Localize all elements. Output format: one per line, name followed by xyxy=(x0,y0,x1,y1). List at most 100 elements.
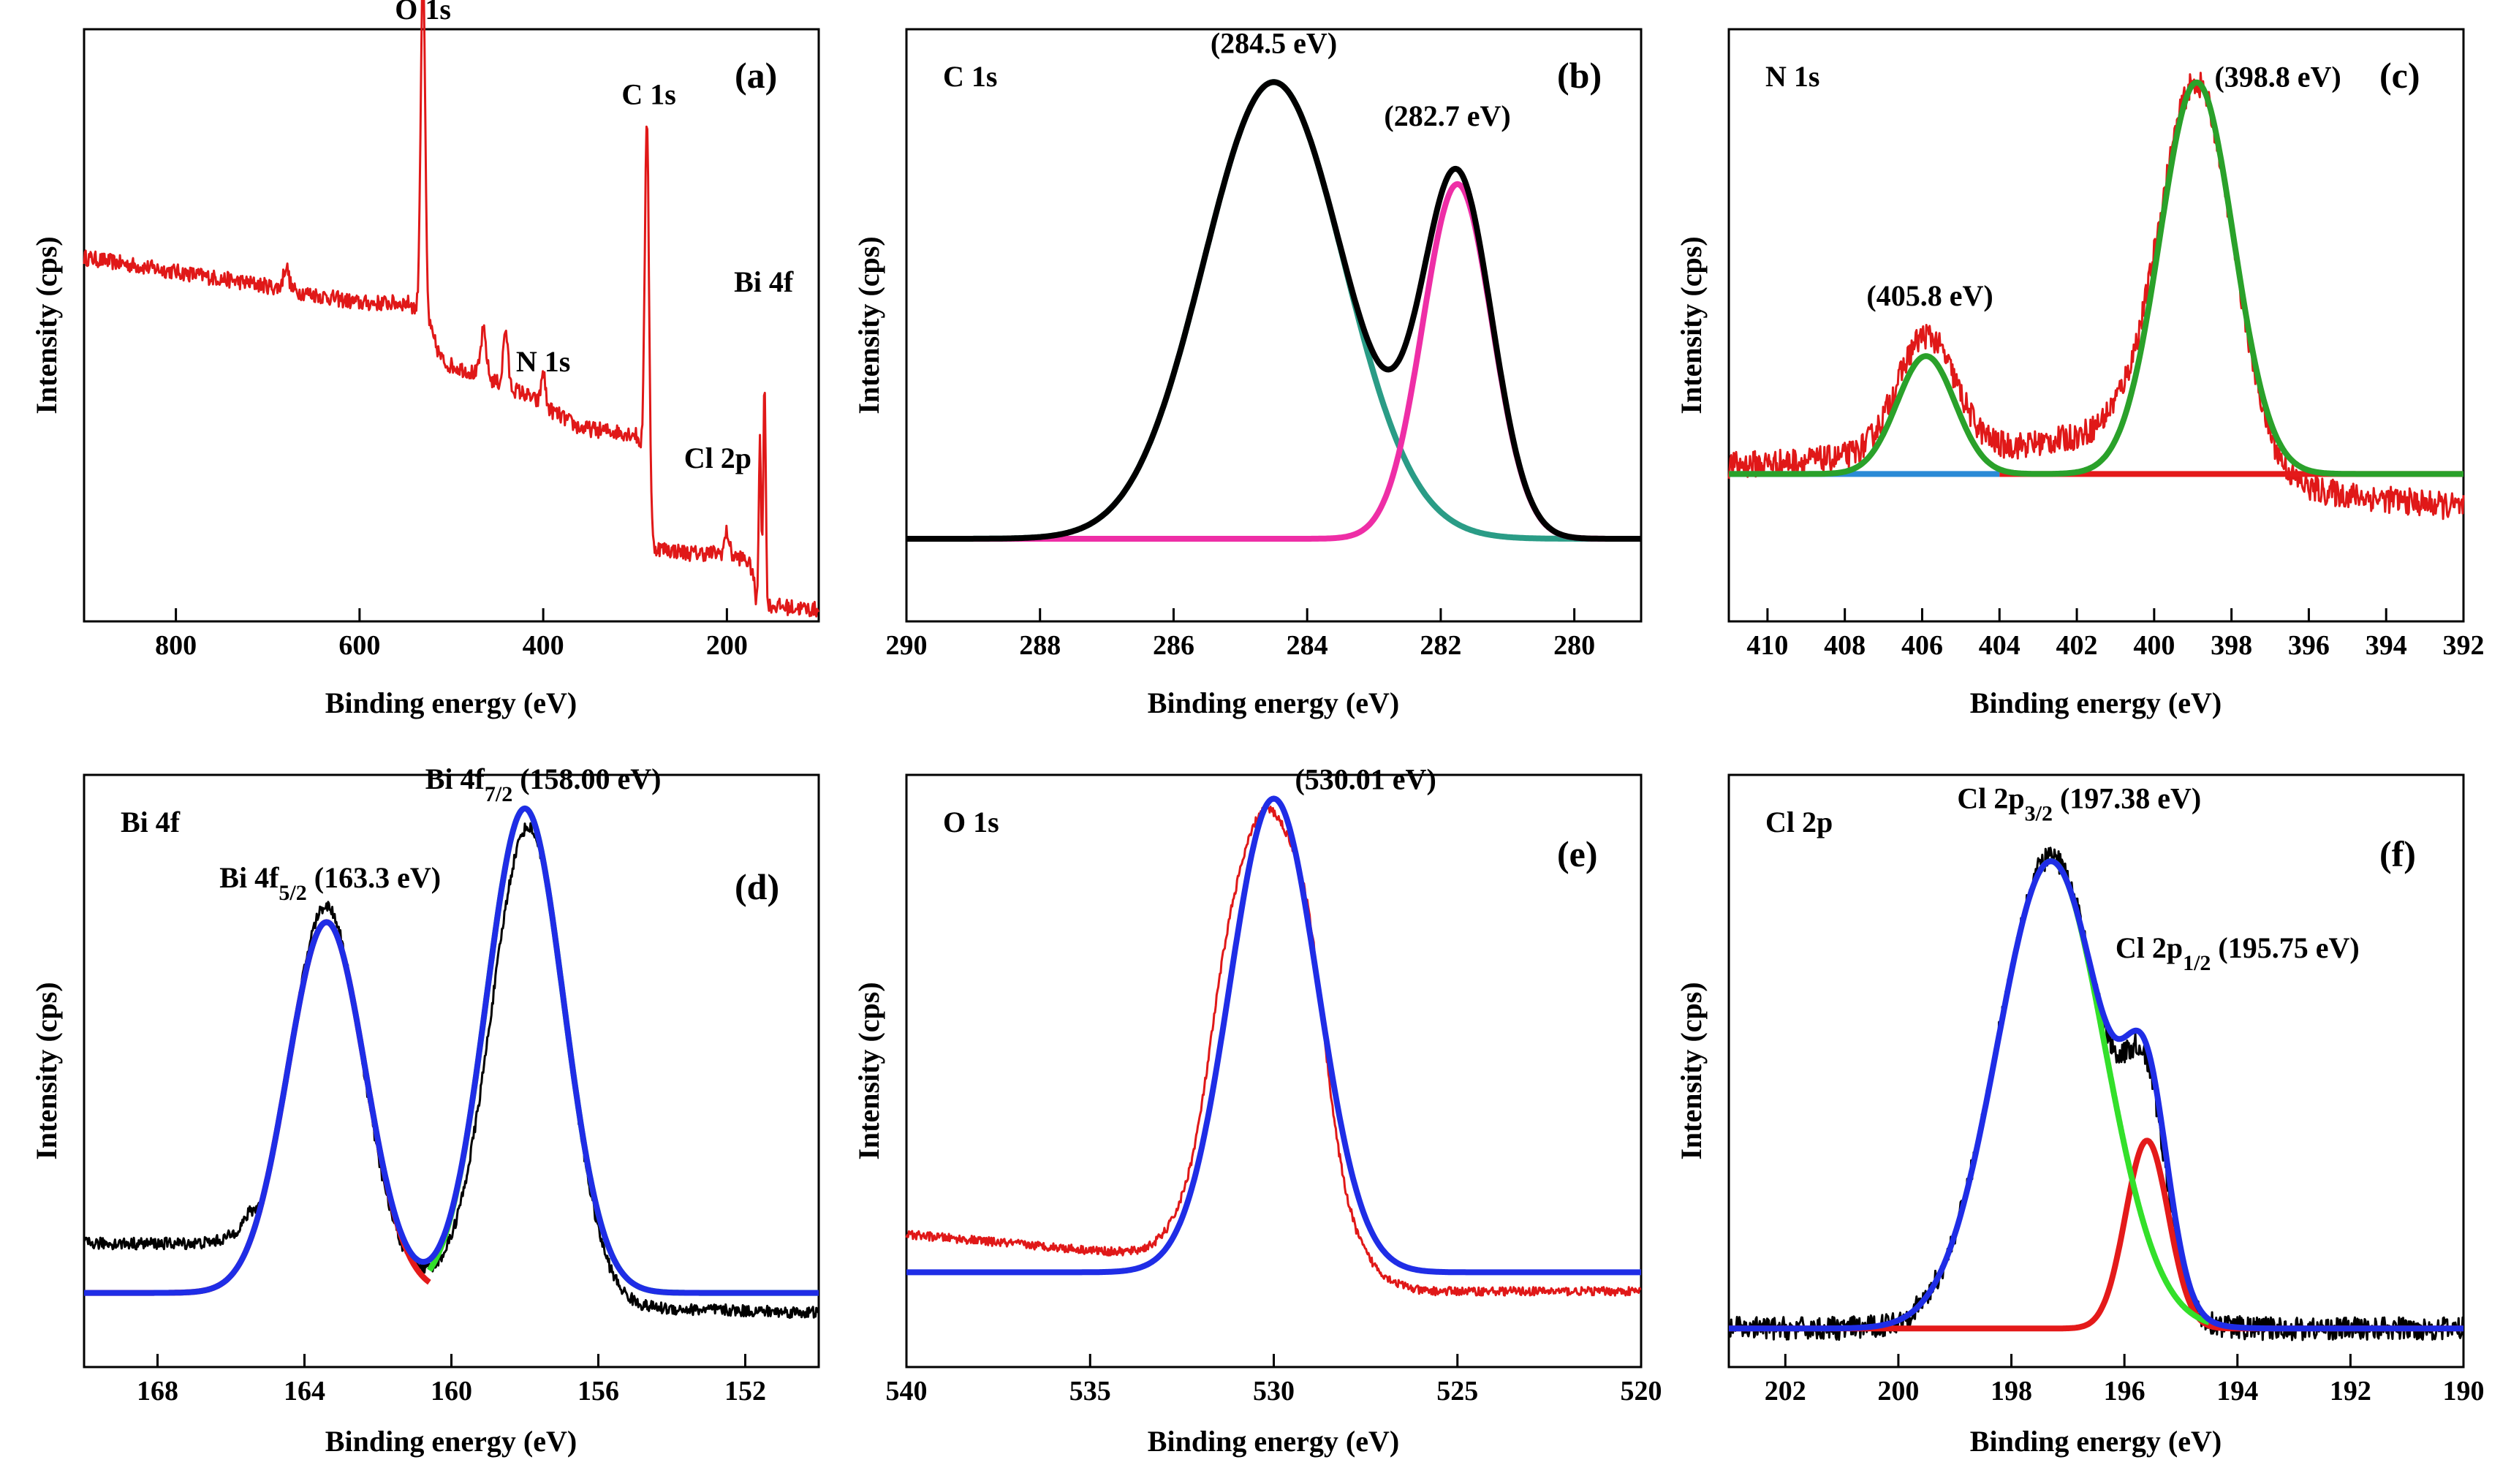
x-tick-label: 156 xyxy=(577,1376,619,1407)
x-tick-label: 202 xyxy=(1765,1376,1806,1407)
plot-frame xyxy=(1727,773,2465,1368)
panel-letter: (a) xyxy=(735,55,777,96)
x-tick-label: 398 xyxy=(2211,630,2252,661)
peak-label: Cl 2p1/2 (195.75 eV) xyxy=(2116,931,2360,975)
x-tick-label: 286 xyxy=(1153,630,1194,661)
peak-label: (405.8 eV) xyxy=(1866,279,1993,312)
series-survey xyxy=(83,0,820,618)
y-axis-title: Intensity (cps) xyxy=(852,982,885,1159)
peak-label: (398.8 eV) xyxy=(2214,60,2341,93)
x-tick-label: 400 xyxy=(2133,630,2175,661)
x-axis-title: Binding energy (eV) xyxy=(1970,1425,2222,1458)
spectrum-title: Bi 4f xyxy=(121,806,181,838)
spectrum-title: O 1s xyxy=(943,806,999,838)
x-tick-label: 530 xyxy=(1253,1376,1295,1407)
x-tick-label: 196 xyxy=(2104,1376,2145,1407)
panel-e: 540 535 530 525 520 (530.01 eV) O 1s (e) Bind… xyxy=(852,762,1662,1458)
panel-letter: (f) xyxy=(2379,833,2416,874)
panel-a: 800 600 400 200 O 1s C 1s N 1s Cl 2p Bi 4f (a) B… xyxy=(30,0,820,719)
y-axis-title: Intensity (cps) xyxy=(1675,982,1708,1159)
x-tick-label: 402 xyxy=(2056,630,2098,661)
x-tick-label: 290 xyxy=(886,630,928,661)
peak-label: Cl 2p3/2 (197.38 eV) xyxy=(1957,782,2201,826)
series-raw xyxy=(1727,847,2465,1341)
x-tick-label: 282 xyxy=(1420,630,1461,661)
x-tick-label: 280 xyxy=(1553,630,1595,661)
panel-b: 290 288 286 284 282 280 (284.5 eV) (282.7 eV) C… xyxy=(852,26,1643,719)
x-tick-label: 192 xyxy=(2330,1376,2371,1407)
x-tick-label: 168 xyxy=(137,1376,178,1407)
x-tick-label: 404 xyxy=(1979,630,2020,661)
x-tick-label: 152 xyxy=(724,1376,766,1407)
spectrum-title: Cl 2p xyxy=(1765,806,1833,838)
plot-frame xyxy=(905,28,1643,623)
y-axis-title: Intensity (cps) xyxy=(30,982,63,1159)
x-tick-label: 400 xyxy=(523,630,564,661)
x-tick-label: 800 xyxy=(155,630,197,661)
spectrum-title: N 1s xyxy=(1765,60,1819,93)
x-tick-label: 396 xyxy=(2288,630,2330,661)
x-axis-title: Binding energy (eV) xyxy=(1970,686,2222,719)
x-tick-label: 406 xyxy=(1901,630,1943,661)
x-tick-label: 540 xyxy=(886,1376,928,1407)
x-axis-title: Binding energy (eV) xyxy=(325,686,577,719)
y-axis-title: Intensity (cps) xyxy=(852,236,885,414)
series-raw xyxy=(905,803,1642,1297)
series-component-cl-2p1-2 xyxy=(1727,1137,2465,1332)
x-tick-label: 525 xyxy=(1436,1376,1478,1407)
y-axis-title: Intensity (cps) xyxy=(1675,236,1708,414)
x-tick-label: 394 xyxy=(2366,630,2407,661)
peak-label: Bi 4f5/2 (163.3 eV) xyxy=(219,861,441,905)
x-tick-label: 160 xyxy=(431,1376,472,1407)
series-raw xyxy=(1727,72,2465,520)
peak-label: (530.01 eV) xyxy=(1295,762,1436,795)
x-tick-label: 535 xyxy=(1069,1376,1111,1407)
series-component-282-7-ev xyxy=(905,181,1643,542)
panel-f: 202 200 198 196 194 192 190 Cl 2p3/2 (197.38 eV… xyxy=(1675,773,2485,1458)
panel-d: 168 164 160 156 152 Bi 4f5/2 (163.3 eV) Bi 4f7… xyxy=(30,762,821,1458)
series-component-bi-4f5-2 xyxy=(81,919,432,1296)
x-tick-label: 392 xyxy=(2443,630,2485,661)
series-envelope xyxy=(905,79,1643,542)
series-envelope xyxy=(1727,858,2465,1332)
peak-label: O 1s xyxy=(395,0,451,26)
x-tick-label: 408 xyxy=(1824,630,1866,661)
y-axis-title: Intensity (cps) xyxy=(30,236,63,414)
x-tick-label: 198 xyxy=(1991,1376,2032,1407)
x-tick-label: 284 xyxy=(1287,630,1328,661)
peak-label: Cl 2p xyxy=(684,442,751,474)
panel-c: 410 408 406 404 402 400 398 396 394 392 (405.8 eV)… xyxy=(1675,28,2485,719)
x-tick-label: 164 xyxy=(284,1376,325,1407)
x-tick-label: 190 xyxy=(2443,1376,2485,1407)
peak-label: C 1s xyxy=(621,77,675,110)
panel-letter: (e) xyxy=(1557,833,1598,874)
x-tick-label: 194 xyxy=(2216,1376,2258,1407)
plot-frame xyxy=(83,28,820,623)
x-tick-label: 200 xyxy=(706,630,748,661)
peak-label: (284.5 eV) xyxy=(1211,26,1337,59)
panel-letter: (b) xyxy=(1557,55,1602,96)
peak-label: Bi 4f xyxy=(734,265,794,298)
x-tick-label: 410 xyxy=(1746,630,1788,661)
plot-frame xyxy=(905,773,1643,1368)
peak-label: N 1s xyxy=(516,345,570,378)
peak-label: (282.7 eV) xyxy=(1384,99,1510,132)
x-tick-label: 600 xyxy=(338,630,380,661)
x-tick-label: 520 xyxy=(1621,1376,1662,1407)
x-axis-title: Binding energy (eV) xyxy=(325,1425,577,1458)
x-tick-label: 288 xyxy=(1019,630,1061,661)
series-envelope xyxy=(83,805,820,1296)
x-axis-title: Binding energy (eV) xyxy=(1148,1425,1399,1458)
spectrum-title: C 1s xyxy=(943,60,997,93)
series-component-284-5-ev xyxy=(905,79,1643,542)
x-axis-title: Binding energy (eV) xyxy=(1148,686,1399,719)
series-raw xyxy=(83,822,820,1319)
series-fit xyxy=(1727,79,2465,477)
panel-letter: (d) xyxy=(735,866,779,907)
peak-label: Bi 4f7/2 (158.00 eV) xyxy=(425,762,662,806)
plot-frame xyxy=(83,773,820,1368)
panel-letter: (c) xyxy=(2379,55,2420,96)
series-envelope xyxy=(905,795,1643,1276)
plot-frame xyxy=(1727,28,2465,623)
